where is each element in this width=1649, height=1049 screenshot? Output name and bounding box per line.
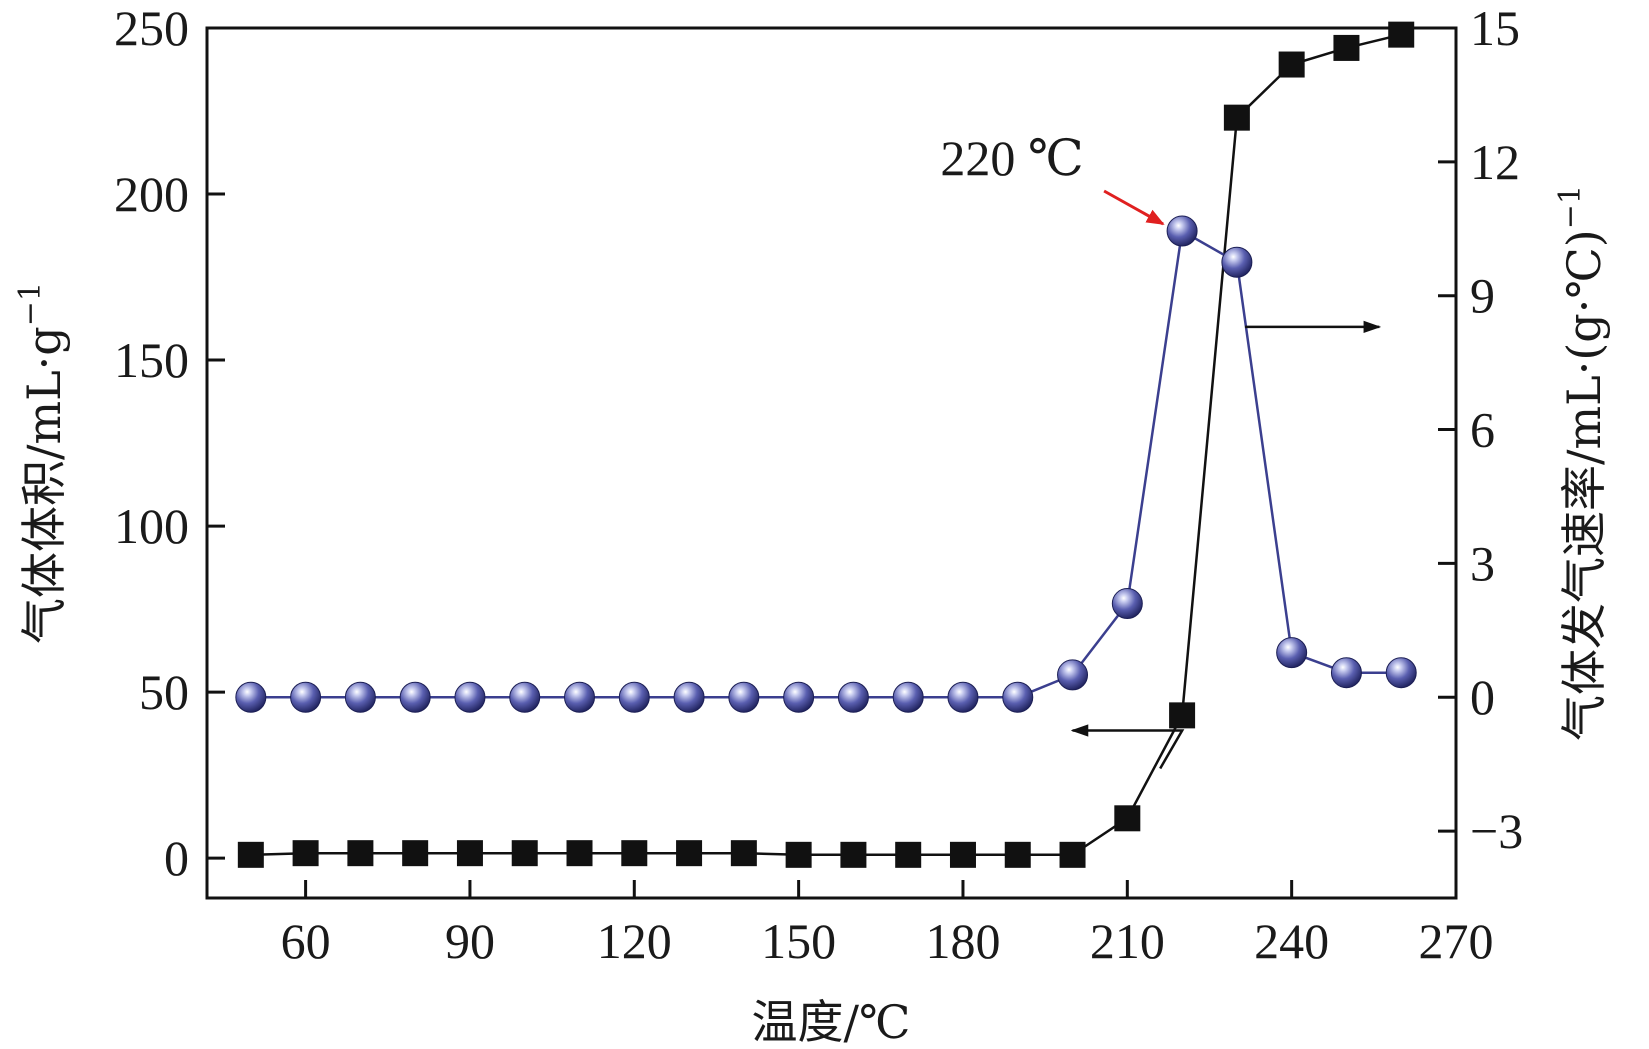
series-1-point-16 <box>1111 588 1143 620</box>
y-left-tick-label-1: 50 <box>139 664 189 720</box>
y-right-tick-label-0: −3 <box>1470 803 1523 859</box>
x-tick-label-0: 60 <box>281 913 331 969</box>
y-axis-right-title-sup: −1 <box>1553 185 1588 229</box>
y-right-tick-label-2: 3 <box>1470 535 1495 591</box>
annotation-arrow-0 <box>1103 189 1165 226</box>
left-axis-indicator-arrow <box>1070 724 1185 770</box>
series-0-point-4 <box>456 840 483 867</box>
series-0-point-1 <box>292 840 319 867</box>
series-0-point-18 <box>1223 104 1250 131</box>
x-tick-label-1: 90 <box>445 913 495 969</box>
series-0-point-6 <box>566 840 593 867</box>
series-0-point-16 <box>1114 805 1141 832</box>
series-0-point-9 <box>730 840 757 867</box>
series-1-point-4 <box>454 681 486 713</box>
series-0-point-2 <box>347 840 374 867</box>
series-0-point-10 <box>785 841 812 868</box>
series-1-point-5 <box>509 681 541 713</box>
series-0-point-5 <box>511 840 538 867</box>
series-1-point-20 <box>1330 657 1362 689</box>
series-0-point-20 <box>1333 34 1360 61</box>
y-axis-left-title: 气体体积/mL·g−1 <box>13 282 71 644</box>
x-tick-label-5: 210 <box>1090 913 1165 969</box>
plot-frame <box>205 26 1458 900</box>
series-0-point-19 <box>1278 51 1305 78</box>
y-axis-right-title: 气体发气速率/mL·(g·℃)−1 <box>1553 185 1611 741</box>
series-0-point-3 <box>402 840 429 867</box>
y-left-tick-label-0: 0 <box>164 830 189 886</box>
x-tick-label-4: 180 <box>925 913 1000 969</box>
x-axis-title: 温度/℃ <box>752 995 911 1049</box>
series-1-point-9 <box>728 681 760 713</box>
y-right-tick-label-5: 12 <box>1470 134 1520 190</box>
y-left-tick-label-5: 250 <box>114 0 189 56</box>
y-axis-right-title-main: 气体发气速率/mL·(g·℃) <box>1557 229 1611 741</box>
series-markers <box>235 21 1417 868</box>
series-1-point-6 <box>564 681 596 713</box>
series-1-point-8 <box>673 681 705 713</box>
series-0-point-21 <box>1388 21 1415 48</box>
series-1-point-2 <box>344 681 376 713</box>
x-tick-label-3: 150 <box>761 913 836 969</box>
x-tick-label-7: 270 <box>1419 913 1494 969</box>
annotation-label-0: 220 ℃ <box>940 130 1083 186</box>
y-axis-right: −3 0 3 6 9 12 15 <box>1438 0 1523 859</box>
x-axis: 60 90 120 150 180 210 240 270 <box>281 880 1494 969</box>
y-left-tick-label-4: 200 <box>114 166 189 222</box>
series-0-point-12 <box>895 841 922 868</box>
series-0-point-17 <box>1169 702 1196 729</box>
series-1-line <box>250 229 1402 699</box>
series-1-point-19 <box>1276 637 1308 669</box>
series-1-point-7 <box>618 681 650 713</box>
series-0-point-0 <box>237 841 264 868</box>
series-1-point-10 <box>783 681 815 713</box>
series-0-point-14 <box>1004 841 1031 868</box>
axis-indicators <box>1070 320 1382 770</box>
series-1-point-15 <box>1057 659 1089 691</box>
y-axis-left: 0 50 100 150 200 250 <box>114 0 225 886</box>
series-lines <box>250 33 1402 857</box>
y-axis-left-title-main: 气体体积/mL·g <box>17 326 71 644</box>
series-0-point-7 <box>621 840 648 867</box>
series-1-point-21 <box>1385 657 1417 689</box>
y-left-tick-label-3: 150 <box>114 332 189 388</box>
annotations: 220 ℃ <box>940 130 1165 226</box>
y-right-tick-label-3: 6 <box>1470 402 1495 458</box>
series-0-point-8 <box>676 840 703 867</box>
series-0-point-15 <box>1059 841 1086 868</box>
series-0-point-13 <box>949 841 976 868</box>
series-1-point-0 <box>235 681 267 713</box>
series-0-line <box>250 33 1402 857</box>
x-tick-label-6: 240 <box>1254 913 1329 969</box>
series-1-point-12 <box>892 681 924 713</box>
plot-border <box>205 26 1458 900</box>
series-1-point-18 <box>1221 246 1253 278</box>
series-1-point-1 <box>290 681 322 713</box>
y-right-tick-label-1: 0 <box>1470 669 1495 725</box>
series-1-point-11 <box>837 681 869 713</box>
x-tick-label-2: 120 <box>597 913 672 969</box>
y-right-tick-label-6: 15 <box>1470 0 1520 56</box>
series-1-point-13 <box>947 681 979 713</box>
series-1-point-3 <box>399 681 431 713</box>
series-0-point-11 <box>840 841 867 868</box>
y-left-tick-label-2: 100 <box>114 498 189 554</box>
y-axis-left-title-sup: −1 <box>13 282 48 326</box>
series-1-point-17 <box>1166 215 1198 247</box>
y-right-tick-label-4: 9 <box>1470 268 1495 324</box>
series-1-point-14 <box>1002 681 1034 713</box>
